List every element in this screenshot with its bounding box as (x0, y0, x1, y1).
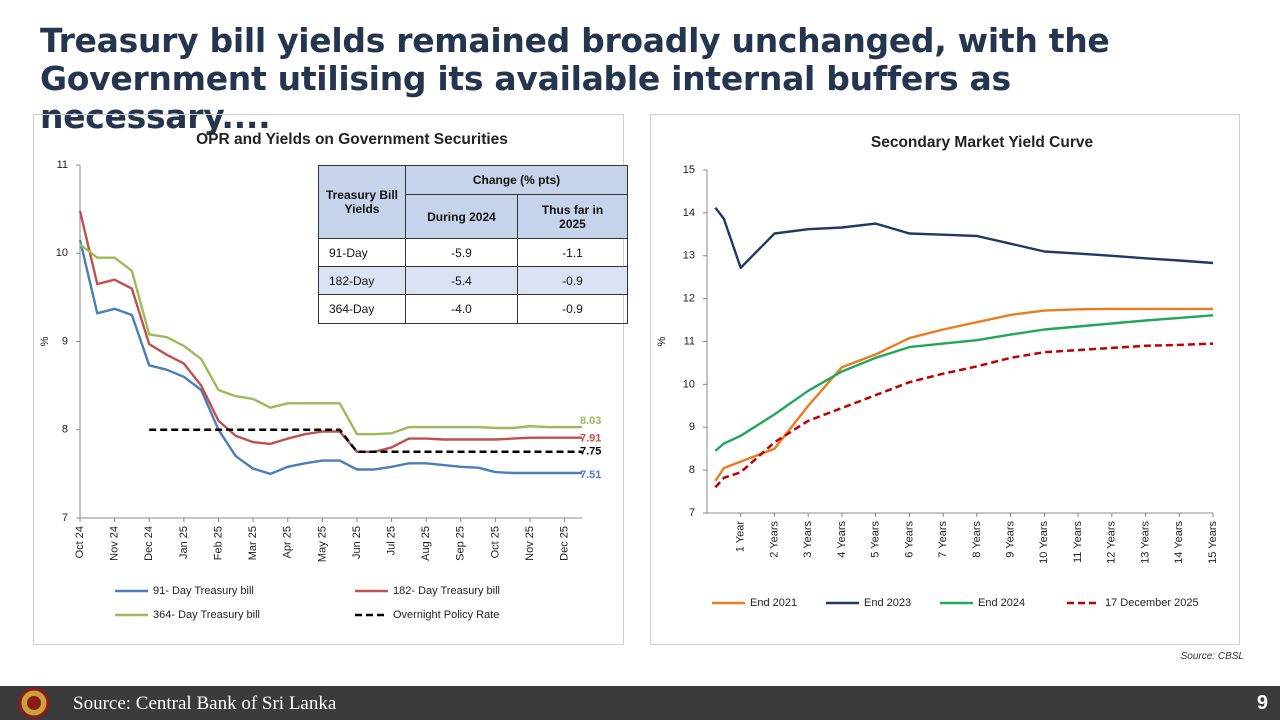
chart-frame (650, 114, 1240, 645)
table-cell: -0.9 (517, 294, 628, 324)
series-line (79, 243, 582, 436)
logo (18, 687, 50, 719)
series-line (78, 239, 582, 476)
x-tick-label: 3 Years (802, 521, 814, 558)
legend-label: 182- Day Treasury bill (393, 585, 500, 597)
x-tick-label: Oct 24 (74, 526, 86, 558)
x-tick-label: 4 Years (836, 521, 848, 558)
legend-label: End 2021 (750, 597, 797, 609)
y-tick-label: 11 (57, 159, 68, 171)
data-label: 7.91 (580, 433, 601, 445)
page-number: 9 (1256, 692, 1268, 714)
y-tick-label: 10 (56, 247, 68, 259)
legend-label: 364- Day Treasury bill (153, 609, 260, 621)
y-tick-label: 10 (683, 378, 695, 390)
y-axis-label: % (656, 336, 668, 346)
footer-source: Source: Central Bank of Sri Lanka (73, 693, 337, 714)
slide-title: Treasury bill yields remained broadly un… (40, 21, 1110, 136)
chart-frame (33, 114, 624, 645)
series-line (714, 342, 1214, 489)
x-tick-label: Apr 25 (282, 526, 294, 558)
x-tick-label: 5 Years (870, 521, 882, 558)
table-header: Treasury Bill Yields (318, 165, 406, 239)
x-tick-label: 2 Years (768, 521, 780, 558)
x-tick-label: Aug 25 (420, 526, 432, 561)
x-tick-label: 7 Years (937, 521, 949, 558)
legend-label: 17 December 2025 (1105, 597, 1199, 609)
y-axis-label: % (39, 336, 51, 346)
x-tick-label: 15 Years (1207, 521, 1219, 564)
y-tick-label: 7 (689, 507, 695, 519)
x-tick-label: 10 Years (1038, 521, 1050, 564)
chart-title: OPR and Yields on Government Securities (196, 131, 508, 148)
x-tick-label: Jan 25 (178, 526, 190, 559)
y-tick-label: 7 (62, 512, 68, 524)
series-line (714, 307, 1213, 482)
x-tick-label: 11 Years (1072, 521, 1084, 564)
x-tick-label: Nov 24 (109, 526, 121, 561)
x-tick-label: Jul 25 (385, 526, 397, 555)
x-tick-label: Sep 25 (455, 526, 467, 561)
data-label: 7.51 (580, 469, 601, 481)
data-label: 7.75 (580, 446, 601, 458)
x-tick-label: Feb 25 (212, 526, 224, 560)
chart-title: Secondary Market Yield Curve (871, 134, 1094, 151)
x-tick-label: 13 Years (1139, 521, 1151, 564)
y-tick-label: 8 (62, 424, 68, 436)
series-line (78, 210, 582, 453)
table-cell: 364-Day (318, 294, 406, 324)
x-tick-label: Nov 25 (524, 526, 536, 561)
y-tick-label: 13 (683, 250, 695, 262)
series-line (149, 428, 582, 454)
table-cell: -0.9 (517, 266, 628, 295)
x-tick-label: Mar 25 (247, 526, 259, 560)
x-tick-label: 12 Years (1106, 521, 1118, 564)
table-header: Thus far in 2025 (517, 194, 628, 239)
x-tick-label: Dec 24 (143, 526, 155, 561)
table-header: During 2024 (405, 194, 518, 239)
x-tick-label: Jun 25 (351, 526, 363, 559)
legend-label: End 2024 (978, 597, 1025, 609)
table-cell: -4.0 (405, 294, 518, 324)
series-line (714, 314, 1214, 452)
y-tick-label: 8 (689, 464, 695, 476)
x-tick-label: 1 Year (735, 521, 747, 553)
y-tick-label: 15 (683, 164, 695, 176)
legend-label: Overnight Policy Rate (393, 609, 499, 621)
y-tick-label: 11 (684, 335, 695, 347)
y-tick-label: 12 (683, 293, 695, 305)
x-tick-label: 8 Years (971, 521, 983, 558)
legend-label: End 2023 (864, 597, 911, 609)
table-cell: 91-Day (318, 238, 406, 267)
table-cell: -1.1 (517, 238, 628, 267)
x-tick-label: Dec 25 (559, 526, 571, 561)
yield-change-table: Treasury Bill Yields Change (% pts) Duri… (318, 165, 628, 324)
data-label: 8.03 (580, 415, 601, 427)
table-cell: -5.4 (405, 266, 518, 295)
table-cell: -5.9 (405, 238, 518, 267)
y-tick-label: 14 (683, 207, 695, 219)
table-header: Change (% pts) (405, 165, 628, 195)
x-tick-label: May 25 (316, 526, 328, 562)
x-tick-label: Oct 25 (489, 526, 501, 558)
legend-label: 91- Day Treasury bill (153, 585, 254, 597)
x-tick-label: 9 Years (1005, 521, 1017, 558)
x-tick-label: 6 Years (903, 521, 915, 558)
source-note: Source: CBSL (1180, 651, 1244, 662)
y-tick-label: 9 (62, 335, 68, 347)
y-tick-label: 9 (689, 421, 695, 433)
footer: Source: Central Bank of Sri Lanka 9 (0, 686, 1280, 720)
series-line (714, 206, 1214, 269)
x-tick-label: 14 Years (1173, 521, 1185, 564)
table-cell: 182-Day (318, 266, 406, 295)
